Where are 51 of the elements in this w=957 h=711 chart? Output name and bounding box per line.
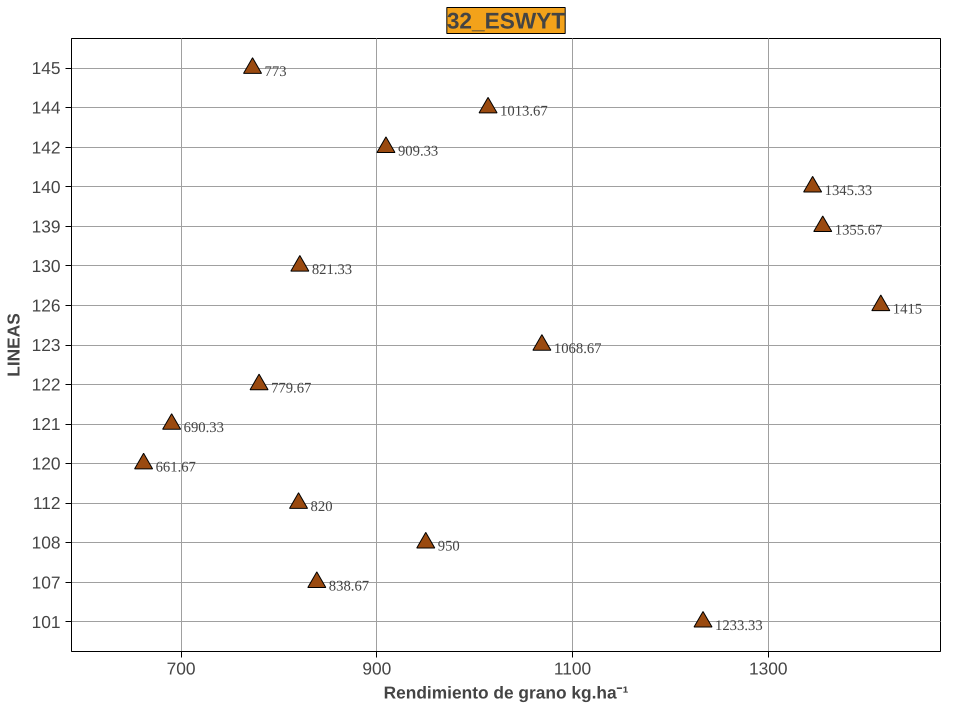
data-label: 950: [438, 538, 460, 555]
data-label: 820: [310, 499, 333, 516]
point: [871, 294, 890, 312]
point: [376, 136, 396, 153]
y-tick-label: 139: [32, 216, 61, 236]
point: [307, 571, 326, 588]
point: [532, 334, 552, 351]
point: [416, 532, 436, 548]
data-label: 821.33: [312, 262, 352, 278]
y-tick-label: 123: [32, 335, 61, 355]
x-tick-label: 1100: [554, 658, 592, 678]
point: [289, 492, 308, 509]
point: [243, 57, 262, 74]
point: [250, 374, 269, 390]
data-label: 1068.67: [554, 341, 602, 357]
data-label: 690.33: [184, 420, 224, 436]
data-label: 1355.67: [834, 222, 882, 238]
data-label: 1345.33: [824, 182, 872, 199]
x-tick-label: 900: [362, 658, 392, 678]
y-tick-label: 145: [32, 58, 61, 78]
y-tick-label: 126: [32, 295, 61, 316]
point: [803, 176, 822, 193]
point: [694, 610, 713, 628]
point: [478, 96, 498, 114]
y-tick-label: 120: [32, 454, 61, 474]
y-tick-label: 101: [32, 612, 61, 632]
data-label: 909.33: [398, 143, 438, 160]
data-label: 661.67: [156, 460, 196, 476]
y-tick-label: 107: [32, 572, 61, 592]
data-label: 838.67: [328, 578, 370, 594]
x-tick-label: 1300: [748, 658, 788, 678]
y-tick-label: 108: [32, 532, 61, 553]
point: [134, 452, 154, 470]
data-label: 1013.67: [500, 104, 548, 120]
y-tick-label: 112: [32, 493, 61, 514]
y-axis-title: LINEAS: [4, 313, 24, 377]
data-label: 1233.33: [715, 618, 763, 634]
data-label: 779.67: [271, 380, 312, 397]
y-tick-label: 130: [32, 256, 61, 276]
point: [290, 255, 310, 272]
data-label: 773: [264, 64, 287, 80]
x-axis-title: Rendimiento de grano kg.ha⁻¹: [384, 682, 629, 702]
point: [813, 215, 832, 232]
x-tick-label: 700: [166, 658, 196, 678]
data-label: 1415: [892, 301, 922, 318]
y-tick-label: 144: [32, 98, 61, 118]
y-tick-label: 142: [32, 137, 61, 158]
y-tick-label: 122: [32, 374, 61, 395]
y-tick-label: 140: [32, 176, 61, 197]
y-tick-label: 121: [32, 414, 61, 434]
point: [162, 413, 182, 430]
